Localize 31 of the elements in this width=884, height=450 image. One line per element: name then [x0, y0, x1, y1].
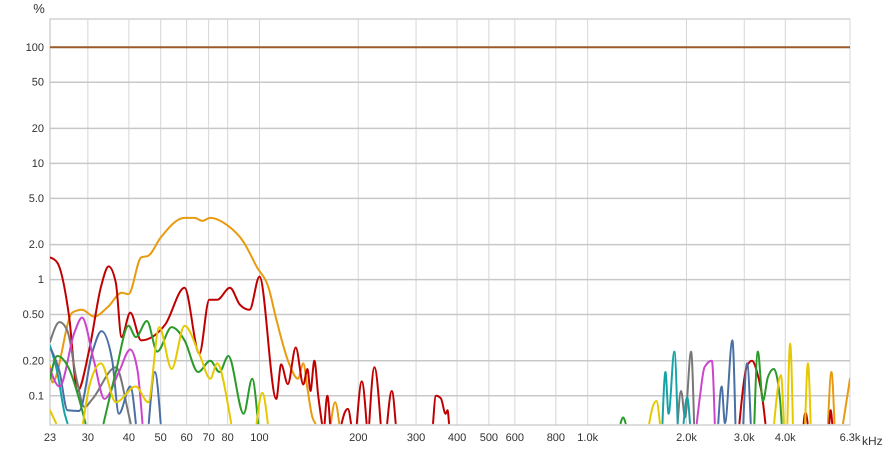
x-tick-label: 4.0k: [774, 432, 796, 444]
y-tick-label: 5.0: [28, 192, 44, 205]
x-tick-label: 300: [406, 432, 426, 444]
y-tick-label: 1: [38, 274, 44, 286]
x-axis-title: kHz: [862, 434, 883, 448]
x-tick-label: 600: [506, 432, 524, 444]
x-tick-label: 80: [222, 432, 234, 444]
x-tick-label: 70: [202, 432, 215, 444]
y-tick-label: 100: [26, 42, 44, 54]
x-tick-label: 6.3k: [840, 432, 861, 444]
y-tick-label: 0.20: [22, 355, 44, 368]
x-tick-label: 50: [154, 432, 167, 444]
x-tick-label: 400: [448, 432, 466, 444]
x-tick-label: 60: [180, 432, 193, 444]
x-tick-label: 200: [349, 432, 368, 444]
x-tick-label: 40: [122, 432, 135, 444]
y-axis-title: %: [33, 1, 46, 16]
x-tick-label: 3.0k: [734, 432, 756, 444]
x-tick-label: 500: [480, 432, 498, 444]
y-tick-label: 0.50: [22, 309, 44, 322]
y-tick-label: 20: [32, 122, 44, 135]
x-tick-label: 2.0k: [676, 432, 698, 444]
x-tick-label: 23: [44, 432, 56, 444]
y-tick-label: 0.1: [28, 390, 44, 402]
y-tick-label: 10: [32, 158, 44, 170]
x-tick-label: 30: [82, 432, 94, 444]
x-tick-label: 100: [250, 432, 269, 444]
x-tick-label: 800: [546, 432, 566, 444]
y-tick-label: 2.0: [28, 239, 44, 252]
y-tick-label: 50: [32, 76, 44, 89]
x-tick-label: 1.0k: [577, 432, 599, 444]
